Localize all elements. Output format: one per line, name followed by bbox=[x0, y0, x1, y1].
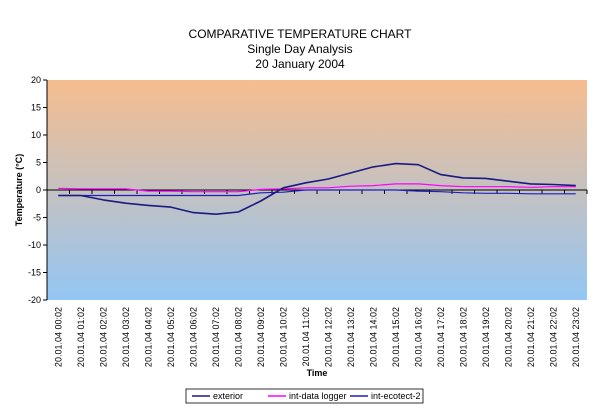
series-line-int-data-logger bbox=[58, 183, 576, 193]
series-line-int-ecotect-2 bbox=[58, 189, 576, 197]
x-tick-label: 20.01.04 09:02 bbox=[256, 307, 266, 367]
x-tick-label: 20.01.04 02:02 bbox=[98, 307, 108, 367]
y-tick-label: -15 bbox=[28, 268, 41, 278]
x-tick-label: 20.01.04 22:02 bbox=[548, 307, 558, 367]
x-tick-label: 20.01.04 04:02 bbox=[143, 307, 153, 367]
x-tick-label: 20.01.04 07:02 bbox=[211, 307, 221, 367]
x-axis-label: Time bbox=[307, 368, 328, 378]
x-tick-label: 20.01.04 00:02 bbox=[53, 307, 63, 367]
y-axis-label: Temperature (°C) bbox=[14, 154, 24, 226]
x-tick-label: 20.01.04 14:02 bbox=[368, 307, 378, 367]
x-axis-ticks: 20.01.04 00:02 20.01.04 01:02 20.01.04 02:… bbox=[46, 190, 588, 367]
x-tick-label: 20.01.04 12:02 bbox=[323, 307, 333, 367]
x-tick-label: 20.01.04 20:02 bbox=[503, 307, 513, 367]
x-tick-label: 20.01.04 17:02 bbox=[436, 307, 446, 367]
series-lines bbox=[58, 162, 576, 215]
legend-label: exterior bbox=[213, 391, 243, 401]
x-tick-label: 20.01.04 03:02 bbox=[121, 307, 131, 367]
x-tick-label: 20.01.04 13:02 bbox=[346, 307, 356, 367]
y-tick-label: 5 bbox=[36, 158, 41, 168]
x-tick-label: 20.01.04 10:02 bbox=[278, 307, 288, 367]
y-axis-ticks: 20 15 10 5 0 -5 -10 -15 -20 bbox=[28, 75, 47, 305]
chart-subtitle: Single Day Analysis bbox=[247, 42, 352, 56]
y-tick-label: 10 bbox=[31, 130, 41, 140]
y-tick-label: 0 bbox=[36, 185, 41, 195]
legend-label: int-data logger bbox=[289, 391, 347, 401]
x-tick-label: 20.01.04 11:02 bbox=[301, 307, 311, 366]
x-tick-label: 20.01.04 23:02 bbox=[571, 307, 581, 367]
x-tick-label: 20.01.04 19:02 bbox=[481, 307, 491, 367]
x-tick-label: 20.01.04 08:02 bbox=[233, 307, 243, 367]
legend-label: int-ecotect-2 bbox=[371, 391, 421, 401]
x-tick-label: 20.01.04 18:02 bbox=[458, 307, 468, 367]
x-tick-label: 20.01.04 06:02 bbox=[188, 307, 198, 367]
y-tick-label: -20 bbox=[28, 295, 41, 305]
x-tick-label: 20.01.04 15:02 bbox=[391, 307, 401, 367]
chart-date: 20 January 2004 bbox=[255, 57, 345, 71]
x-tick-label: 20.01.04 05:02 bbox=[166, 307, 176, 367]
legend-box bbox=[185, 388, 424, 404]
x-tick-label: 20.01.04 21:02 bbox=[526, 307, 536, 367]
y-tick-label: 15 bbox=[31, 103, 41, 113]
y-tick-label: -5 bbox=[33, 213, 41, 223]
y-tick-label: -10 bbox=[28, 240, 41, 250]
x-tick-label: 20.01.04 16:02 bbox=[413, 307, 423, 367]
y-tick-label: 20 bbox=[31, 75, 41, 85]
series-line-exterior bbox=[58, 162, 576, 215]
x-tick-label: 20.01.04 01:02 bbox=[76, 307, 86, 367]
chart-title: COMPARATIVE TEMPERATURE CHART bbox=[189, 27, 413, 41]
legend: exterior int-data logger int-ecotect-2 bbox=[185, 388, 424, 404]
